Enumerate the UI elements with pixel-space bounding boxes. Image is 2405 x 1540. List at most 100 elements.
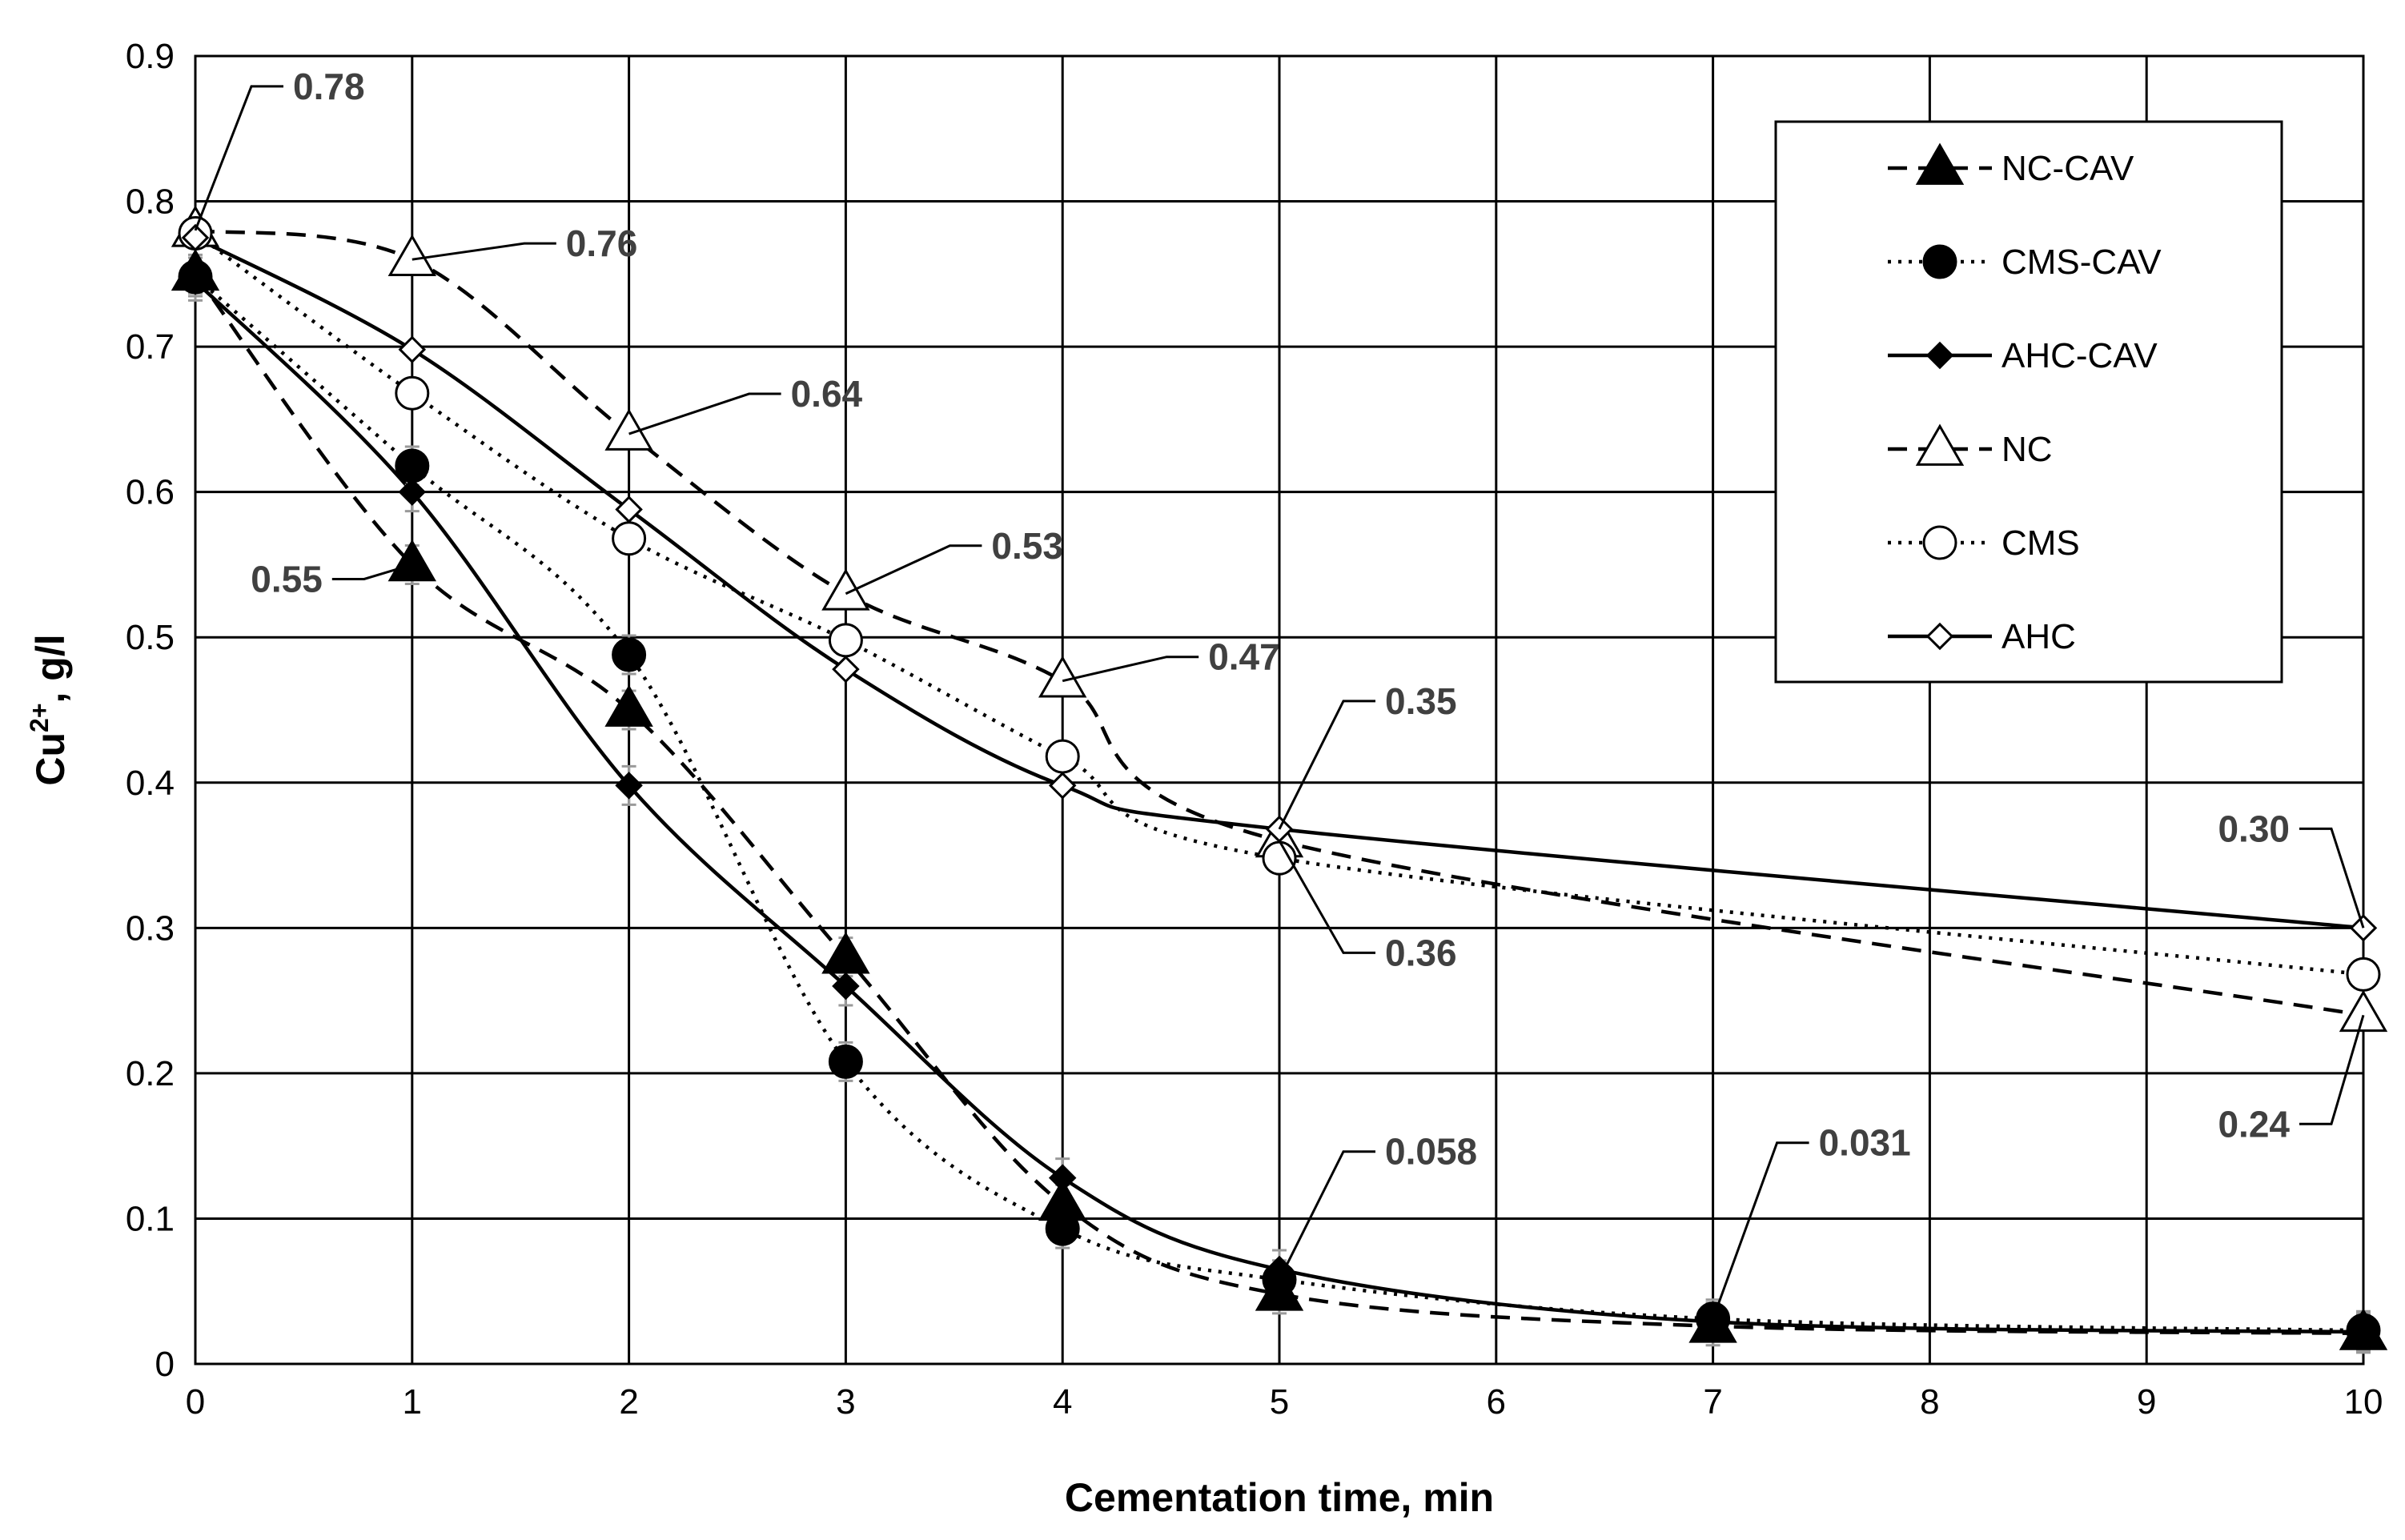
annotation-leader: [1062, 656, 1199, 683]
y-tick-label: 0.9: [126, 37, 175, 76]
x-tick-label: 0: [186, 1382, 205, 1422]
legend-label-ahc-cav: AHC-CAV: [2001, 336, 2158, 375]
y-axis-title: Cu2+, g/l: [25, 634, 73, 785]
annotation-leader: [1278, 840, 1375, 954]
annotation-label: 0.55: [251, 558, 323, 600]
data-point-cms: [828, 623, 863, 658]
annotation-leader: [194, 85, 283, 231]
annotation-leader: [2299, 827, 2365, 928]
data-point-nc: [2339, 989, 2388, 1033]
data-point-cms: [612, 521, 647, 556]
annotation-leader: [1278, 700, 1375, 830]
series-line-cms-cav: [194, 275, 2364, 1333]
legend-marker-nc-cav: [1915, 142, 1965, 185]
data-point-ahc: [832, 655, 860, 684]
y-tick-label: 0.3: [126, 908, 175, 948]
x-tick-label: 1: [403, 1382, 422, 1422]
data-point-ahc-cav: [615, 772, 643, 800]
annotation-label: 0.47: [1208, 636, 1280, 678]
data-point-cms: [1045, 739, 1080, 774]
series-markers: [171, 205, 2388, 1350]
series-line-nc: [195, 228, 2364, 1017]
data-point-ahc: [615, 495, 643, 523]
legend-label-nc-cav: NC-CAV: [2001, 149, 2134, 188]
annotation-leader: [2299, 1014, 2365, 1125]
y-tick-label: 0: [155, 1345, 175, 1384]
x-tick-label: 3: [836, 1382, 855, 1422]
data-point-ahc-cav: [181, 267, 210, 295]
y-tick-label: 0.7: [126, 327, 175, 367]
data-point-ahc-cav: [2349, 1317, 2378, 1346]
data-point-cms: [395, 375, 430, 411]
annotation-label: 0.30: [2218, 808, 2290, 849]
annotation-leader: [412, 242, 556, 261]
x-tick-label: 5: [1270, 1382, 1289, 1422]
series-line-cms: [194, 231, 2364, 977]
data-point-ahc: [398, 335, 427, 363]
legend: NC-CAV CMS-CAV AHC-CAV NC CMS AHC: [1774, 120, 2283, 684]
data-point-ahc: [181, 223, 210, 252]
tick-labels: 0 0.1 0.2 0.3 0.4 0.5 0.6 0.7 0.8 0.9 0 1 2 3 4 5 6 7 8 9 10: [126, 37, 2383, 1422]
x-tick-label: 9: [2137, 1382, 2156, 1422]
data-point-ahc: [1048, 772, 1077, 800]
data-annotations: 0.78 0.76 0.64 0.53 0.47 0.55 0.35 0.36 0.058 0.0…: [194, 66, 2365, 1320]
annotation-label: 0.76: [566, 223, 638, 264]
legend-marker-cms: [1922, 525, 1957, 560]
y-tick-label: 0.5: [126, 618, 175, 657]
y-axis-title-superscript: 2+: [25, 703, 54, 732]
series-line-nc-cav: [194, 272, 2364, 1336]
data-point-cms-cav: [612, 637, 647, 672]
annotation-label: 0.53: [991, 525, 1063, 567]
annotation-label: 0.24: [2218, 1103, 2290, 1145]
data-point-cms-cav: [1045, 1211, 1080, 1246]
y-axis-title-unit: , g/l: [28, 634, 73, 703]
annotation-leader: [845, 544, 982, 596]
y-tick-label: 0.6: [126, 473, 175, 512]
annotation-label: 0.36: [1385, 932, 1457, 973]
x-tick-label: 2: [619, 1382, 638, 1422]
annotation-label: 0.35: [1385, 680, 1457, 722]
series-line-ahc: [194, 235, 2364, 930]
x-tick-label: 7: [1703, 1382, 1722, 1422]
series-lines: [194, 228, 2364, 1336]
annotation-label: 0.031: [1819, 1122, 1911, 1164]
x-tick-label: 10: [2344, 1382, 2383, 1422]
legend-label-nc: NC: [2001, 430, 2053, 469]
data-point-ahc-cav: [832, 972, 860, 1001]
x-tick-label: 4: [1053, 1382, 1072, 1422]
annotation-leader: [1278, 1150, 1375, 1281]
annotation-label: 0.78: [293, 66, 365, 107]
data-point-cms-cav: [395, 448, 430, 483]
annotation-label: 0.64: [791, 373, 863, 415]
data-point-nc: [387, 234, 436, 276]
data-point-nc-cav: [604, 684, 653, 727]
y-tick-label: 0.8: [126, 182, 175, 222]
plot-frame: [194, 54, 2365, 1366]
annotation-label: 0.058: [1385, 1131, 1477, 1173]
legend-marker-ahc: [1925, 622, 1954, 651]
y-tick-label: 0.4: [126, 764, 175, 803]
legend-marker-cms-cav: [1922, 244, 1957, 279]
legend-marker-ahc-cav: [1925, 341, 1954, 370]
annotation-leader: [1712, 1141, 1809, 1320]
legend-box: [1774, 120, 2283, 684]
x-axis-title: Cementation time, min: [1065, 1475, 1494, 1520]
legend-marker-nc: [1915, 423, 1965, 466]
x-tick-label: 8: [1920, 1382, 1939, 1422]
data-point-nc-cav: [387, 539, 436, 582]
y-axis-title-main: Cu: [28, 732, 73, 786]
data-point-ahc-cav: [1699, 1308, 1727, 1336]
y-tick-label: 0.2: [126, 1054, 175, 1093]
data-point-ahc-cav: [398, 478, 427, 506]
annotation-leader: [628, 392, 781, 435]
data-point-cms: [2346, 956, 2381, 992]
legend-label-cms-cav: CMS-CAV: [2001, 243, 2162, 282]
data-point-nc: [821, 568, 870, 611]
legend-label-cms: CMS: [2001, 523, 2080, 563]
data-point-ahc-cav: [1048, 1164, 1077, 1192]
grid: [194, 54, 2365, 1366]
x-tick-label: 6: [1487, 1382, 1506, 1422]
data-point-cms-cav: [828, 1044, 863, 1079]
legend-label-ahc: AHC: [2001, 617, 2076, 656]
